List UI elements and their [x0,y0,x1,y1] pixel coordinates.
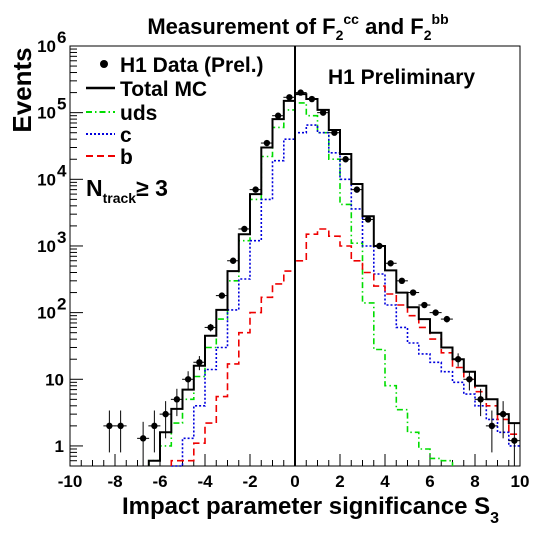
data-point [218,292,226,299]
data-point [229,257,237,264]
data-point [286,94,293,101]
x-axis-label-main: Impact parameter significance S [122,493,490,520]
data-point [331,129,338,136]
x-tick-label: 8 [470,472,479,491]
data-point [274,112,282,119]
data-point [488,422,496,430]
data-point [421,301,428,309]
x-axis-label: Impact parameter significance S3 [122,493,499,527]
data-point [252,186,259,193]
annotation-h1-preliminary: H1 Preliminary [328,66,475,89]
y-tick-label: 10 [45,370,64,389]
x-tick-label: -4 [197,472,213,491]
chart-title-sup2: bb [432,11,449,27]
data-point [139,435,147,442]
cut-label-sub: track [103,190,137,206]
y-tick-label: 10 [37,104,56,123]
chart-title: Measurement of F2cc and F2bb [147,11,448,43]
data-point [196,359,203,366]
data-point [432,309,439,316]
legend-uds-label: uds [120,102,157,125]
chart-title-sub1: 2 [336,27,344,43]
series-total-line [147,93,520,466]
legend-data-marker [100,60,108,68]
chart-title-middle: and F [359,14,424,39]
y-tick-exponent: 6 [57,28,66,47]
legend-data-label: H1 Data (Prel.) [120,54,264,77]
data-point [466,376,473,383]
x-tick-label: -10 [58,472,83,491]
data-point [173,396,181,403]
y-tick-exponent: 2 [57,295,66,314]
y-tick-exponent: 4 [57,161,67,180]
y-tick-label: 10 [37,37,56,56]
y-tick-label: 10 [37,237,56,256]
x-tick-label: -6 [152,472,167,491]
y-tick-label: 1 [55,437,64,456]
chart-title-sup1: cc [343,11,359,27]
data-points [103,89,521,466]
data-point [499,410,507,418]
data-point [443,315,451,323]
legend-c-label: c [120,124,132,147]
chart-title-prefix: Measurement of F [147,14,335,39]
series-uds-line [148,102,454,466]
y-tick-exponent: 5 [57,95,66,114]
x-tick-label: -2 [242,472,257,491]
x-tick-label: 4 [380,472,390,491]
cut-label-main: N [86,175,103,201]
data-point [364,216,372,223]
x-tick-label: 2 [335,472,344,491]
y-tick-label: 10 [37,304,56,323]
data-point [477,396,484,403]
x-tick-label: 6 [425,472,434,491]
data-point [454,356,462,363]
data-point [387,260,394,267]
data-point [207,324,214,331]
data-point [297,89,304,96]
data-point [263,139,271,147]
data-point [151,422,158,430]
data-point [162,410,169,418]
data-point [342,156,349,163]
y-tick-exponent: 3 [57,228,66,247]
data-point [117,422,124,430]
data-point [241,225,248,233]
series-b-line [170,228,520,466]
data-point [308,95,316,103]
data-point [511,437,518,444]
legend-total-label: Total MC [120,78,207,101]
series-group [147,93,520,467]
x-tick-label: -8 [107,472,122,491]
cut-label-rest: ≥ 3 [136,175,168,201]
x-axis-label-sub: 3 [490,510,499,527]
legend-b-label: b [120,146,133,169]
y-axis-label: Events [7,47,37,132]
data-point [353,186,361,193]
data-point [398,277,406,285]
data-point [319,109,327,116]
chart-title-sub2: 2 [424,27,432,43]
series-c-line [171,124,520,467]
data-point [376,242,383,250]
cut-label: Ntrack≥ 3 [86,175,168,206]
y-tick-label: 10 [37,170,56,189]
data-point [184,376,192,383]
data-point [409,289,417,296]
x-tick-label: 0 [290,472,299,491]
data-point [106,422,113,430]
x-tick-label: 10 [511,472,530,491]
